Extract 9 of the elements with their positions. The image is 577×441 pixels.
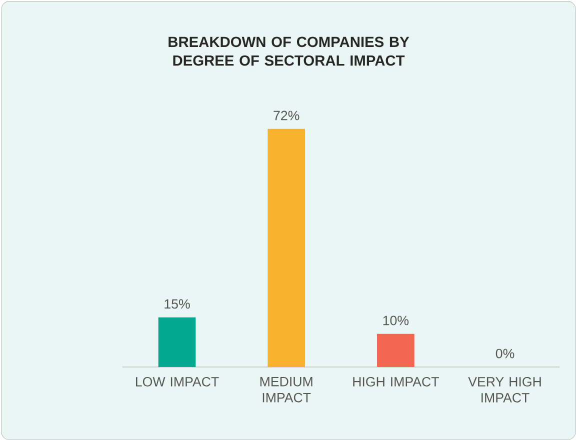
data-label: 0% (496, 348, 514, 358)
x-tick-label: LOW IMPACT (136, 377, 219, 386)
x-tick-label: HIGH IMPACT (353, 377, 439, 386)
x-tick-label: MEDIUM IMPACT (260, 377, 312, 402)
data-label: 15% (164, 299, 190, 309)
chart-title: BREAKDOWN OF COMPANIES BY DEGREE OF SECTORAL IMPACT (168, 36, 410, 66)
data-label: 10% (383, 316, 409, 326)
x-tick-label: VERY HIGH IMPACT (468, 377, 541, 402)
data-label: 72% (274, 110, 300, 120)
